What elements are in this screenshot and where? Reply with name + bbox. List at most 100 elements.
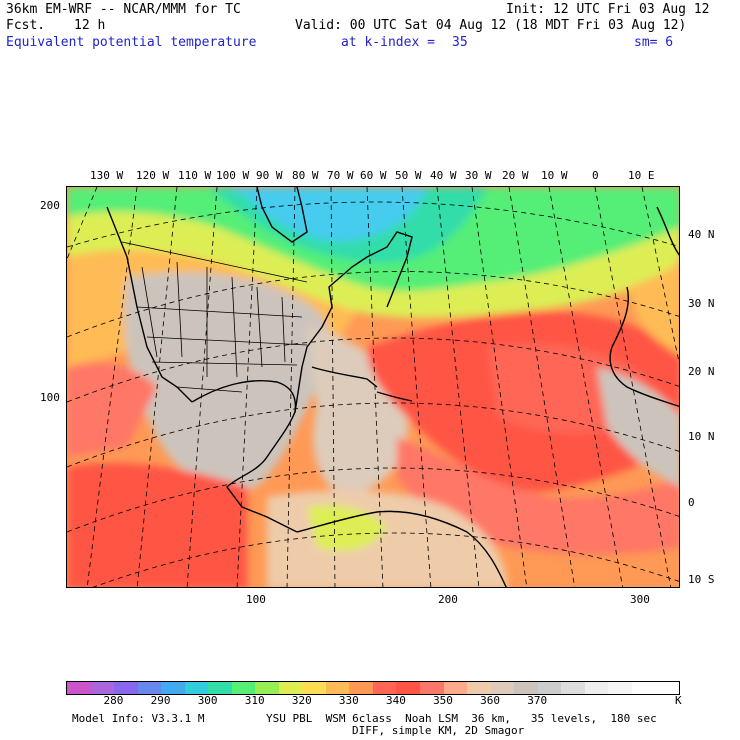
lon-label: 120 W (136, 169, 170, 182)
lat-label: 10 S (688, 573, 715, 586)
level-value: 35 (452, 35, 468, 50)
colorbar-swatch (608, 682, 632, 694)
coast-south-america (296, 510, 507, 587)
field-name: Equivalent potential temperature (6, 35, 257, 50)
colorbar-swatch (208, 682, 232, 694)
graticule (67, 187, 679, 587)
lon-label: 20 W (502, 169, 529, 182)
colorbar-swatch (561, 682, 585, 694)
field-pacific-salmon (67, 363, 157, 457)
colorbar-tick-label: 300 (197, 694, 218, 707)
border-line (281, 296, 286, 363)
lon-label: 100 W (216, 169, 250, 182)
parallel-line (67, 201, 679, 248)
field-east-gray (597, 367, 679, 487)
lon-label: 0 (592, 169, 599, 182)
field-south-yellow (307, 505, 387, 551)
lon-label: 90 W (256, 169, 283, 182)
colorbar-swatch (255, 682, 279, 694)
lat-label: 40 N (688, 228, 715, 241)
coast-us-east (294, 231, 413, 413)
colorbar-swatch (67, 682, 91, 694)
coast-hispaniola (376, 391, 413, 402)
colorbar-swatch (90, 682, 115, 694)
colorbar-swatch (467, 682, 491, 694)
border-line (176, 386, 243, 393)
grid-x-label: 200 (438, 593, 458, 606)
field-colder-band (227, 187, 427, 242)
border-line (121, 241, 308, 283)
colorbar-swatch (514, 682, 538, 694)
colorbar-swatch (349, 682, 373, 694)
colorbar-tick-label: 340 (386, 694, 406, 707)
colorbar-tick-label: 360 (480, 694, 501, 707)
lon-label: 80 W (292, 169, 319, 182)
lon-label: 10 E (628, 169, 655, 182)
lon-label: 50 W (395, 169, 422, 182)
border-line (136, 306, 303, 318)
valid-time: Valid: 00 UTC Sat 04 Aug 12 (18 MDT Fri … (295, 18, 687, 33)
parallel-line (67, 271, 679, 338)
colorbar-tick-label: 370 (527, 694, 548, 707)
colorbar-swatch (584, 682, 609, 694)
colorbar-swatch (278, 682, 303, 694)
colorbar-unit: K (675, 694, 682, 707)
grid-x-label: 100 (246, 593, 266, 606)
border-line (256, 286, 263, 368)
lat-label: 10 N (688, 430, 715, 443)
border-line (231, 276, 238, 378)
meridian-line (401, 187, 432, 587)
colorbar-swatch (231, 682, 256, 694)
model-title: 36km EM-WRF -- NCAR/MMM for TC (6, 2, 241, 17)
physics-info: YSU PBL WSM 6class Noah LSM 36 km, 35 le… (266, 712, 657, 725)
grid-x-label: 300 (630, 593, 650, 606)
colorbar-swatch (490, 682, 515, 694)
colorbar-swatch (537, 682, 562, 694)
parallel-line (67, 467, 679, 533)
colorbar-swatch (161, 682, 185, 694)
lon-label: 130 W (90, 169, 124, 182)
coast-africa (609, 286, 679, 408)
colorbar-swatch (184, 682, 209, 694)
meridian-line (286, 187, 296, 587)
meridian-line (67, 187, 98, 261)
colorbar-tick-label: 320 (291, 694, 312, 707)
coast-iberia (656, 206, 679, 256)
coast-hudson (256, 187, 308, 243)
colorbar-swatch (114, 682, 138, 694)
colorbar-swatch (302, 682, 326, 694)
smoothing: sm= 6 (634, 35, 674, 50)
colorbar-swatch (396, 682, 420, 694)
border-line (146, 336, 308, 346)
political-borders (121, 241, 308, 393)
meridian-line (508, 187, 576, 587)
grid-y-label: 200 (40, 199, 60, 212)
colorbar-swatch (443, 682, 468, 694)
meridian-line (471, 187, 528, 587)
forecast-label: Fcst. (6, 18, 46, 33)
map-canvas (67, 187, 679, 587)
field-mild-band (67, 211, 679, 318)
colorbar-swatch (325, 682, 350, 694)
coast-gulf-central (191, 380, 298, 533)
border-line (141, 266, 158, 358)
meridian-line (186, 187, 218, 587)
lat-label: 20 N (688, 365, 715, 378)
colorbar (66, 681, 680, 695)
model-info: Model Info: V3.3.1 M (72, 712, 205, 725)
colorbar-tick-label: 330 (338, 694, 359, 707)
parallel-line (67, 402, 679, 468)
forecast-value: 12 h (74, 18, 106, 33)
meridian-line (436, 187, 480, 587)
diffusion-info: DIFF, simple KM, 2D Smagor (352, 724, 525, 737)
colorbar-swatch (137, 682, 162, 694)
lon-label: 40 W (430, 169, 457, 182)
colorbar-swatch (419, 682, 444, 694)
parallel-line (67, 337, 679, 403)
lon-label: 70 W (327, 169, 354, 182)
colorbar-tick-label: 310 (244, 694, 265, 707)
colorbar-tick-label: 350 (433, 694, 453, 707)
colorbar-tick-label: 280 (103, 694, 124, 707)
lat-label: 0 (688, 496, 695, 509)
meridian-line (136, 187, 178, 587)
